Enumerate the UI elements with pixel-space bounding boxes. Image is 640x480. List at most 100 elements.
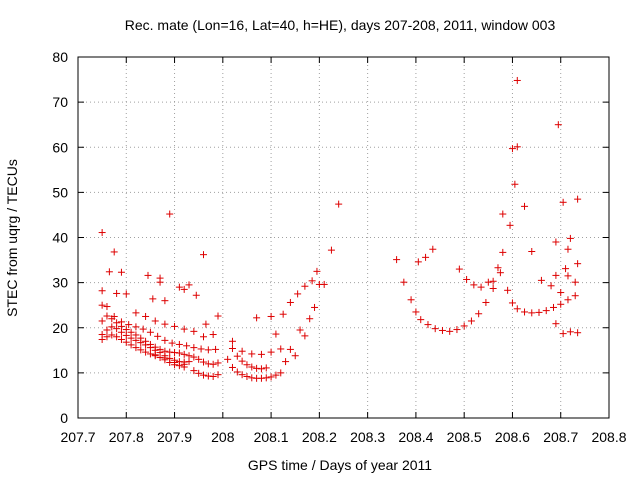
data-point: [144, 271, 152, 279]
data-point: [248, 350, 256, 358]
data-point: [446, 327, 454, 335]
data-point: [122, 290, 130, 298]
data-point: [438, 326, 446, 334]
data-point: [277, 369, 285, 377]
data-point: [117, 335, 125, 343]
data-point: [103, 303, 111, 311]
data-point: [161, 336, 169, 344]
data-point: [557, 289, 565, 297]
data-point: [429, 245, 437, 253]
data-point: [537, 276, 545, 284]
data-point: [320, 280, 328, 288]
y-tick-label: 70: [52, 94, 68, 110]
data-point: [175, 349, 183, 357]
data-point: [528, 309, 536, 317]
x-tick-label: 208.3: [350, 429, 385, 445]
data-point: [200, 251, 208, 259]
data-point: [190, 353, 198, 361]
x-tick-label: 208.5: [447, 429, 482, 445]
data-point: [306, 315, 314, 323]
data-point: [190, 367, 198, 375]
data-point: [463, 275, 471, 283]
data-point: [212, 345, 220, 353]
data-point: [562, 265, 570, 273]
data-point: [243, 372, 251, 380]
data-point: [504, 286, 512, 294]
data-point: [564, 272, 572, 280]
data-point: [564, 245, 572, 253]
axis-ticks: 207.7 207.8 207.9 208 208.1 208.2 208.3 208.4 20…: [52, 49, 626, 445]
data-point: [455, 265, 463, 273]
data-point: [511, 180, 519, 188]
grid: [78, 57, 609, 418]
data-point: [214, 371, 222, 379]
y-tick-label: 20: [52, 320, 68, 336]
data-point: [559, 330, 567, 338]
data-point: [183, 342, 191, 350]
data-point: [477, 283, 485, 291]
data-point: [117, 268, 125, 276]
data-point: [214, 312, 222, 320]
data-point: [393, 256, 401, 264]
data-point: [137, 346, 145, 354]
data-point: [117, 328, 125, 336]
data-point: [243, 361, 251, 369]
data-point: [554, 121, 562, 129]
data-point: [521, 308, 529, 316]
data-point: [547, 282, 555, 290]
data-point: [151, 343, 159, 351]
data-point: [209, 372, 217, 380]
data-point: [496, 269, 504, 277]
data-point: [166, 210, 174, 218]
data-point: [171, 322, 179, 330]
data-point: [564, 296, 572, 304]
data-point: [209, 360, 217, 368]
data-point: [151, 317, 159, 325]
data-point: [475, 310, 483, 318]
data-point: [253, 314, 261, 322]
y-tick-label: 60: [52, 139, 68, 155]
x-tick-label: 208.1: [254, 429, 289, 445]
data-point: [224, 355, 232, 363]
data-point: [175, 340, 183, 348]
data-point: [272, 330, 280, 338]
y-tick-label: 30: [52, 275, 68, 291]
data-point: [132, 344, 140, 352]
data-point: [566, 234, 574, 242]
data-point: [113, 325, 121, 333]
x-tick-label: 207.7: [60, 429, 95, 445]
data-point: [574, 260, 582, 268]
data-point: [414, 258, 422, 266]
data-point: [195, 355, 203, 363]
data-point: [200, 371, 208, 379]
data-point: [180, 325, 188, 333]
data-point: [98, 301, 106, 309]
data-point: [108, 331, 116, 339]
data-point: [228, 345, 236, 353]
data-point: [400, 278, 408, 286]
data-point: [161, 347, 169, 355]
data-point: [279, 310, 287, 318]
data-point: [142, 348, 150, 356]
x-tick-label: 208.4: [398, 429, 433, 445]
data-point: [238, 347, 246, 355]
data-point: [542, 307, 550, 315]
data-point: [552, 271, 560, 279]
data-point: [117, 318, 125, 326]
data-point: [180, 285, 188, 293]
data-point: [161, 320, 169, 328]
data-point: [132, 331, 140, 339]
data-point: [549, 303, 557, 311]
chart-title: Rec. mate (Lon=16, Lat=40, h=HE), days 2…: [125, 17, 556, 33]
data-point: [98, 229, 106, 237]
data-point: [146, 350, 154, 358]
x-tick-label: 207.8: [109, 429, 144, 445]
data-point: [574, 195, 582, 203]
data-point: [313, 267, 321, 275]
plot-frame: [77, 56, 610, 419]
data-point: [238, 371, 246, 379]
data-point: [127, 341, 135, 349]
data-point: [103, 312, 111, 320]
x-axis-label: GPS time / Days of year 2011: [248, 457, 432, 473]
